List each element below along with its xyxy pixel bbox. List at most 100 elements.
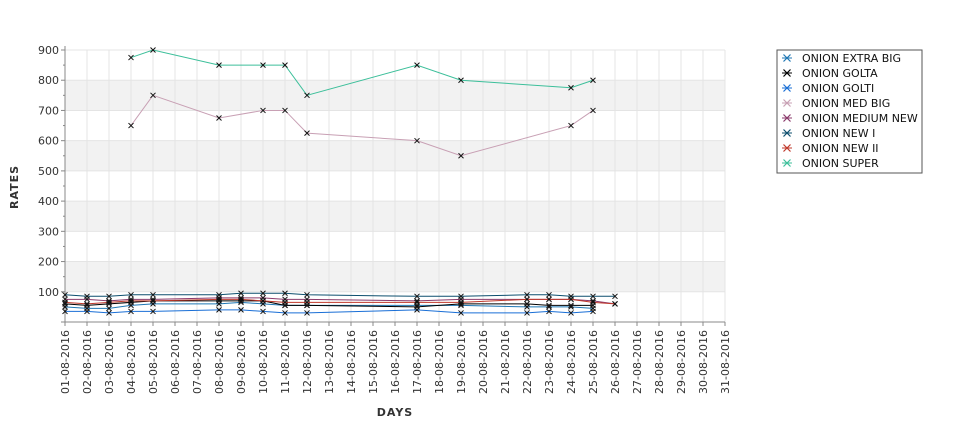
data-point-onion-new-i xyxy=(304,291,310,298)
data-point-onion-med-big xyxy=(568,122,574,129)
legend-item-onion-new-i: ONION NEW I xyxy=(782,127,875,140)
point-marker-stroke xyxy=(216,62,222,68)
point-marker-stroke xyxy=(546,304,552,310)
point-marker-stroke xyxy=(414,293,420,300)
y-tick-label: 200 xyxy=(38,256,59,269)
series-line-onion-golti xyxy=(65,309,594,314)
legend-label: ONION GOLTA xyxy=(802,67,878,80)
data-point-onion-medium-new xyxy=(590,297,596,304)
x-tick-label: 18-08-2016 xyxy=(433,330,446,394)
data-point-onion-med-big xyxy=(458,152,464,159)
x-tick-label: 30-08-2016 xyxy=(697,330,710,394)
point-marker-stroke xyxy=(62,308,68,315)
series-markers xyxy=(62,47,618,316)
x-tick-label: 17-08-2016 xyxy=(411,330,424,394)
x-tick-label: 06-08-2016 xyxy=(169,330,182,394)
data-point-onion-new-ii xyxy=(106,299,112,306)
x-tick-label: 21-08-2016 xyxy=(499,330,512,394)
point-marker-stroke xyxy=(128,297,134,304)
point-marker-stroke xyxy=(414,297,420,304)
x-tick-label: 12-08-2016 xyxy=(301,330,314,394)
data-point-onion-super xyxy=(304,92,310,99)
data-point-onion-medium-new xyxy=(150,296,156,303)
point-marker-stroke xyxy=(590,308,596,315)
point-marker-stroke xyxy=(546,302,552,309)
data-point-onion-golta xyxy=(524,301,530,307)
point-marker-stroke xyxy=(612,301,618,307)
point-marker-stroke xyxy=(128,308,134,315)
y-tick-label: 800 xyxy=(38,74,59,87)
x-tick-label: 26-08-2016 xyxy=(609,330,622,394)
x-tick-labels: 01-08-2016 02-08-2016 03-08-2016 04-08-2016… xyxy=(59,322,732,394)
x-tick-label: 31-08-2016 xyxy=(719,330,732,394)
point-marker-stroke xyxy=(458,152,464,159)
point-marker-stroke xyxy=(150,291,156,298)
point-marker-stroke xyxy=(216,307,222,313)
x-tick-label: 03-08-2016 xyxy=(103,330,116,394)
legend-item-onion-medium-new: ONION MEDIUM NEW xyxy=(782,112,918,125)
data-point-onion-golta xyxy=(62,301,68,307)
point-marker-stroke xyxy=(568,122,574,129)
data-point-onion-medium-new xyxy=(414,297,420,304)
data-point-onion-golti xyxy=(106,310,112,316)
data-point-onion-golti xyxy=(568,310,574,316)
legend-marker-swatch xyxy=(783,69,791,77)
point-marker-stroke xyxy=(62,299,68,306)
data-point-onion-med-big xyxy=(216,115,222,121)
point-marker-stroke xyxy=(612,293,618,300)
point-marker-stroke xyxy=(590,77,596,84)
x-tick-label: 11-08-2016 xyxy=(279,330,292,394)
data-point-onion-medium-new xyxy=(238,294,244,301)
data-point-onion-super xyxy=(568,84,574,91)
data-point-onion-new-ii xyxy=(546,296,552,303)
data-point-onion-golta xyxy=(458,301,464,307)
data-point-onion-new-ii xyxy=(84,301,90,307)
point-marker-stroke xyxy=(238,307,244,313)
data-point-onion-new-ii xyxy=(128,297,134,304)
x-tick-label: 10-08-2016 xyxy=(257,330,270,394)
x-tick-label: 15-08-2016 xyxy=(367,330,380,394)
legend-item-onion-super: ONION SUPER xyxy=(782,157,879,170)
data-point-onion-super xyxy=(590,77,596,84)
data-point-onion-new-i xyxy=(524,291,530,298)
point-marker-stroke xyxy=(590,293,596,300)
data-point-onion-med-big xyxy=(260,107,266,114)
point-marker-stroke xyxy=(282,310,288,316)
point-marker-stroke xyxy=(590,297,596,304)
data-point-onion-new-ii xyxy=(524,296,530,303)
legend-marker-swatch xyxy=(783,129,791,137)
data-point-onion-golti xyxy=(216,307,222,313)
data-point-onion-golti xyxy=(524,310,530,316)
series-line-onion-extra-big xyxy=(64,301,594,309)
x-tick-label: 27-08-2016 xyxy=(631,330,644,394)
data-point-onion-new-i xyxy=(590,293,596,300)
point-marker-stroke xyxy=(106,297,112,304)
point-marker-stroke xyxy=(106,305,112,312)
point-marker-stroke xyxy=(304,299,310,306)
data-point-onion-new-ii xyxy=(150,297,156,304)
legend-box xyxy=(776,49,923,174)
x-tick-label: 25-08-2016 xyxy=(587,330,600,394)
point-marker-stroke xyxy=(524,291,530,298)
point-marker-stroke xyxy=(150,47,156,53)
point-marker-stroke xyxy=(590,107,596,114)
data-point-onion-golti xyxy=(84,308,90,315)
data-point-onion-med-big xyxy=(128,122,134,129)
point-marker-stroke xyxy=(546,308,552,315)
y-tick-label: 500 xyxy=(38,165,59,178)
data-point-onion-extra-big xyxy=(546,304,552,310)
point-marker-stroke xyxy=(260,308,266,315)
y-tick-label: 400 xyxy=(38,195,59,208)
point-marker-stroke xyxy=(524,301,530,307)
point-marker-stroke xyxy=(458,77,464,84)
series-line-onion-med-big xyxy=(130,94,594,157)
point-marker-stroke xyxy=(150,308,156,315)
x-tick-label: 05-08-2016 xyxy=(147,330,160,394)
data-point-onion-med-big xyxy=(414,137,420,144)
data-point-onion-new-i xyxy=(62,291,68,298)
data-point-onion-med-big xyxy=(590,107,596,114)
legend-marker-swatch xyxy=(783,114,791,122)
data-point-onion-new-ii xyxy=(260,297,266,304)
y-tick-labels: 100 200 300 400 500 600 700 800 900 xyxy=(38,44,65,323)
legend-item-onion-golti: ONION GOLTI xyxy=(782,82,874,95)
